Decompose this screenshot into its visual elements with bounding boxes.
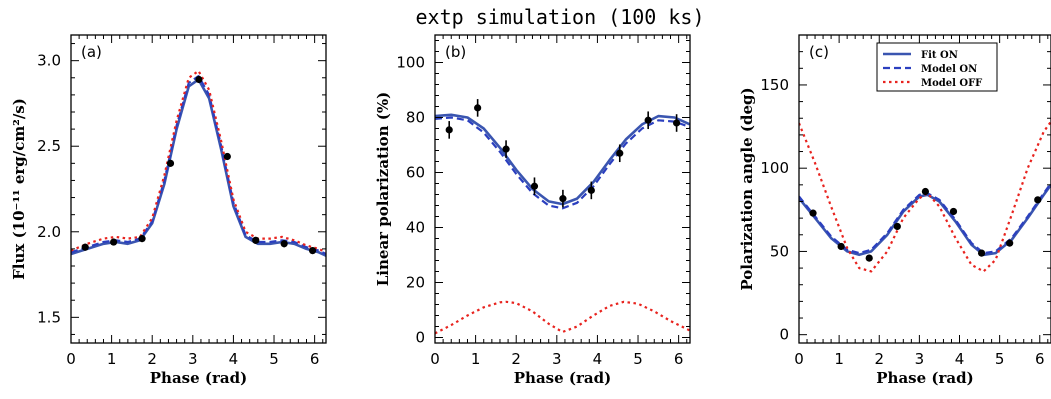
x-tick-label: 3 [915, 350, 925, 368]
data-point [474, 104, 482, 112]
x-tick-label: 3 [188, 350, 198, 368]
y-tick-label: 60 [406, 164, 425, 182]
plot-frame [70, 34, 327, 344]
series-line-fit [71, 78, 326, 257]
data-point [1034, 196, 1042, 204]
y-tick-label: 1.5 [37, 308, 61, 326]
y-tick-label: 0 [779, 326, 789, 344]
data-point [559, 195, 567, 203]
plot-frame [434, 34, 691, 344]
x-tick-label: 2 [511, 350, 521, 368]
data-point [644, 116, 652, 124]
data-point [893, 222, 901, 231]
y-tick-label: 0 [415, 329, 425, 347]
x-axis-label: Phase (rad) [876, 369, 973, 387]
data-point [673, 119, 681, 127]
legend-label-fit: Fit ON [921, 50, 958, 61]
series-line-model-on [71, 75, 326, 255]
series-line-fit [799, 184, 1051, 257]
x-tick-label: 1 [107, 350, 117, 368]
data-point [1006, 239, 1014, 247]
x-tick-label: 0 [794, 350, 804, 368]
data-point [445, 126, 453, 134]
x-tick-label: 4 [229, 350, 239, 368]
x-tick-label: 2 [147, 350, 157, 368]
panel-a: 0 1 2 3 4 5 6 1.5 2.0 2.5 3.0 Phase (rad) Flux (10⁻¹… [10, 34, 327, 387]
x-tick-label: 5 [633, 350, 643, 368]
x-tick-label: 6 [674, 350, 684, 368]
x-axis-label: Phase (rad) [150, 369, 247, 387]
y-tick-label: 100 [760, 159, 789, 177]
legend-label-model-off: Model OFF [921, 78, 982, 89]
data-point [166, 159, 175, 167]
data-point [949, 207, 958, 216]
x-tick-label: 5 [269, 350, 279, 368]
data-point [252, 236, 260, 244]
y-tick-label: 50 [770, 242, 789, 260]
data-point [309, 247, 317, 255]
y-tick-label: 2.0 [37, 223, 61, 241]
y-axis-label: Polarization angle (deg) [738, 87, 756, 290]
x-tick-label: 1 [471, 350, 481, 368]
data-point [616, 149, 624, 157]
data-point [809, 209, 817, 217]
data-point [530, 182, 539, 190]
panel-label: (b) [445, 43, 466, 61]
series-line-model-off [71, 69, 326, 254]
data-point [195, 75, 203, 84]
data-point [587, 186, 595, 194]
plot-frame [798, 34, 1051, 344]
y-tick-label: 3.0 [37, 52, 61, 70]
x-tick-label: 5 [995, 350, 1005, 368]
x-axis-label: Phase (rad) [514, 369, 611, 387]
x-tick-label: 4 [955, 350, 965, 368]
data-point [921, 187, 930, 196]
x-tick-label: 6 [1035, 350, 1045, 368]
y-tick-label: 150 [760, 76, 789, 94]
x-tick-label: 6 [310, 350, 320, 368]
y-tick-label: 40 [406, 219, 425, 237]
y-axis-label: Linear polarization (%) [374, 92, 392, 287]
data-point [837, 242, 845, 251]
data-point [502, 145, 510, 153]
x-tick-label: 3 [552, 350, 562, 368]
x-tick-label: 4 [593, 350, 603, 368]
panel-label: (a) [81, 43, 102, 61]
series-line-model-off [799, 120, 1051, 273]
y-tick-label: 100 [396, 54, 425, 72]
data-point [81, 243, 89, 251]
y-tick-label: 80 [406, 109, 425, 127]
x-tick-label: 0 [430, 350, 440, 368]
series-line-model-off [435, 300, 690, 335]
y-axis-label: Flux (10⁻¹¹ erg/cm²/s) [10, 98, 28, 280]
data-point [977, 249, 986, 257]
figure-title: extp simulation (100 ks) [416, 5, 705, 29]
data-point [110, 238, 118, 246]
data-point [280, 240, 288, 248]
panel-label: (c) [809, 43, 829, 61]
x-tick-label: 1 [834, 350, 844, 368]
x-tick-label: 0 [66, 350, 76, 368]
data-point [138, 235, 146, 243]
y-tick-label: 20 [406, 274, 425, 292]
data-point [223, 152, 231, 161]
legend-label-model-on: Model ON [921, 64, 977, 75]
data-point [865, 254, 873, 262]
panel-c: 0 1 2 3 4 5 6 0 50 100 150 Phase (rad) Polarization … [738, 34, 1051, 387]
y-tick-label: 2.5 [37, 137, 61, 155]
x-tick-label: 2 [874, 350, 884, 368]
